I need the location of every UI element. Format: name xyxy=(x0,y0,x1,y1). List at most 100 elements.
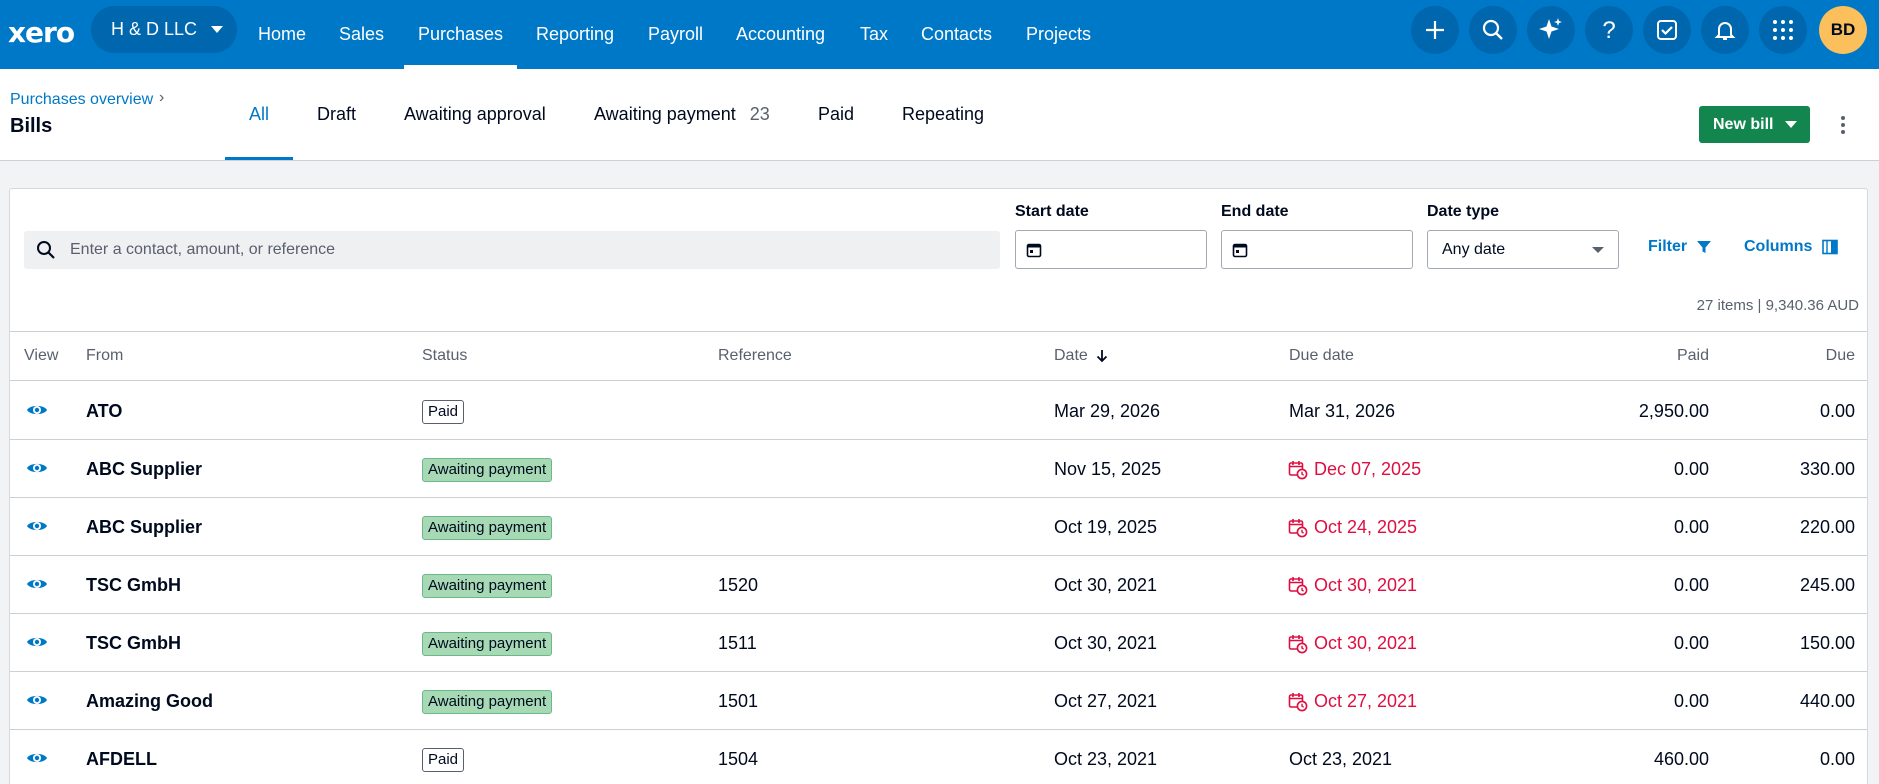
search-field[interactable] xyxy=(24,231,1000,269)
breadcrumb-purchases-overview[interactable]: Purchases overview xyxy=(10,91,154,108)
header-date[interactable]: Date xyxy=(1054,347,1108,365)
tab-draft[interactable]: Draft xyxy=(317,69,356,160)
tab-awaiting-payment[interactable]: Awaiting payment 23 xyxy=(594,69,770,160)
overdue-calendar-icon xyxy=(1288,460,1308,479)
header-due[interactable]: Due xyxy=(1825,347,1855,364)
bell-icon[interactable] xyxy=(1701,6,1749,54)
page-header: Purchases overview › Bills All Draft Awa… xyxy=(0,69,1879,161)
from-cell[interactable]: TSC GmbH xyxy=(86,633,182,653)
sparkle-icon[interactable] xyxy=(1527,6,1575,54)
table-row[interactable]: ABC Supplier Awaiting payment Oct 19, 2025… xyxy=(10,498,1867,556)
header-reference[interactable]: Reference xyxy=(718,347,792,364)
xero-logo[interactable]: xero xyxy=(8,16,75,49)
paid-cell: 460.00 xyxy=(1653,749,1709,769)
end-date-input[interactable] xyxy=(1221,230,1413,269)
nav-purchases[interactable]: Purchases xyxy=(403,0,518,69)
date-type-select[interactable]: Any date xyxy=(1427,230,1619,269)
view-eye-icon[interactable] xyxy=(26,692,48,708)
nav-accounting[interactable]: Accounting xyxy=(736,24,826,44)
table-row[interactable]: Amazing Good Awaiting payment 1501 Oct 27, … xyxy=(10,672,1867,730)
columns-icon xyxy=(1822,239,1839,255)
search-input[interactable] xyxy=(70,241,970,259)
chevron-down-icon xyxy=(1785,121,1798,128)
tab-awaiting-approval[interactable]: Awaiting approval xyxy=(404,69,546,160)
chevron-down-icon xyxy=(211,26,224,33)
status-badge: Paid xyxy=(422,400,465,424)
help-icon[interactable]: ? xyxy=(1585,6,1633,54)
view-eye-icon[interactable] xyxy=(26,460,48,476)
tab-repeating[interactable]: Repeating xyxy=(902,69,984,160)
user-avatar[interactable]: BD xyxy=(1819,6,1867,54)
nav-payroll[interactable]: Payroll xyxy=(648,24,704,44)
tab-label: Awaiting approval xyxy=(404,104,546,124)
from-cell[interactable]: Amazing Good xyxy=(86,691,213,711)
columns-button[interactable]: Columns xyxy=(1744,238,1839,256)
date-cell: Nov 15, 2025 xyxy=(1054,459,1162,479)
apps-grid-icon[interactable] xyxy=(1759,6,1807,54)
header-from[interactable]: From xyxy=(86,347,124,364)
table-row[interactable]: ATO Paid Mar 29, 2026 Mar 31, 2026 2,950.00 0… xyxy=(10,382,1867,440)
nav-sales[interactable]: Sales xyxy=(339,24,385,44)
due-date-text: Oct 24, 2025 xyxy=(1314,517,1418,537)
tab-paid[interactable]: Paid xyxy=(818,69,854,160)
nav-contacts[interactable]: Contacts xyxy=(921,24,993,44)
from-cell[interactable]: ABC Supplier xyxy=(86,459,203,479)
view-eye-icon[interactable] xyxy=(26,634,48,650)
start-date-label: Start date xyxy=(1015,203,1089,220)
nav-reporting[interactable]: Reporting xyxy=(536,24,615,44)
date-cell: Oct 30, 2021 xyxy=(1054,575,1158,595)
overdue-calendar-icon xyxy=(1288,576,1308,595)
table-row[interactable]: TSC GmbH Awaiting payment 1511 Oct 30, 2021… xyxy=(10,614,1867,672)
header-status[interactable]: Status xyxy=(422,347,468,364)
status-badge: Awaiting payment xyxy=(422,632,553,656)
date-type-value: Any date xyxy=(1442,240,1506,258)
tasks-icon[interactable] xyxy=(1643,6,1691,54)
view-eye-icon[interactable] xyxy=(26,750,48,766)
due-date-text: Oct 30, 2021 xyxy=(1314,575,1418,595)
view-eye-icon[interactable] xyxy=(26,402,48,418)
status-badge: Awaiting payment xyxy=(422,458,553,482)
from-cell[interactable]: ATO xyxy=(86,401,123,421)
header-date-label: Date xyxy=(1054,347,1088,364)
due-cell: 220.00 xyxy=(1799,517,1855,537)
status-badge: Awaiting payment xyxy=(422,690,553,714)
due-date-cell: Dec 07, 2025 xyxy=(1288,459,1421,480)
from-cell[interactable]: ABC Supplier xyxy=(86,517,203,537)
status-badge: Awaiting payment xyxy=(422,574,553,598)
table-header: View From Status Reference Date Due date… xyxy=(10,331,1867,381)
search-icon[interactable] xyxy=(1469,6,1517,54)
sort-descending-icon xyxy=(1096,350,1107,363)
tab-all[interactable]: All xyxy=(224,69,294,160)
table-row[interactable]: AFDELL Paid 1504 Oct 23, 2021 Oct 23, 2021 46… xyxy=(10,730,1867,784)
filter-button[interactable]: Filter xyxy=(1648,238,1712,256)
header-paid[interactable]: Paid xyxy=(1676,347,1709,364)
paid-cell: 0.00 xyxy=(1673,459,1709,479)
reference-cell: 1511 xyxy=(718,633,757,653)
filter-icon xyxy=(1697,241,1712,253)
header-view: View xyxy=(24,347,59,364)
from-cell[interactable]: AFDELL xyxy=(86,749,157,769)
new-bill-button[interactable]: New bill xyxy=(1699,106,1810,143)
from-cell[interactable]: TSC GmbH xyxy=(86,575,182,595)
nav-home[interactable]: Home xyxy=(258,24,307,44)
due-date-cell: Oct 27, 2021 xyxy=(1288,691,1417,712)
date-cell: Oct 30, 2021 xyxy=(1054,633,1158,653)
due-cell: 0.00 xyxy=(1819,401,1855,421)
tab-count: 23 xyxy=(749,104,770,124)
end-date-label: End date xyxy=(1221,203,1289,220)
view-eye-icon[interactable] xyxy=(26,576,48,592)
table-row[interactable]: TSC GmbH Awaiting payment 1520 Oct 30, 2021… xyxy=(10,556,1867,614)
view-eye-icon[interactable] xyxy=(26,518,48,534)
tab-label: Draft xyxy=(317,104,357,124)
start-date-input[interactable] xyxy=(1015,230,1207,269)
table-row[interactable]: ABC Supplier Awaiting payment Nov 15, 2025… xyxy=(10,440,1867,498)
top-navigation-bar: xero H & D LLC Home Sales Purchases Repo… xyxy=(0,0,1879,69)
more-options-icon[interactable] xyxy=(1838,111,1848,139)
date-cell: Oct 19, 2025 xyxy=(1054,517,1158,537)
plus-icon[interactable] xyxy=(1411,6,1459,54)
nav-tax[interactable]: Tax xyxy=(860,24,889,44)
organisation-switcher[interactable]: H & D LLC xyxy=(91,6,237,53)
due-date-text: Oct 27, 2021 xyxy=(1314,691,1418,711)
nav-projects[interactable]: Projects xyxy=(1026,24,1092,44)
header-due-date[interactable]: Due date xyxy=(1289,347,1354,364)
